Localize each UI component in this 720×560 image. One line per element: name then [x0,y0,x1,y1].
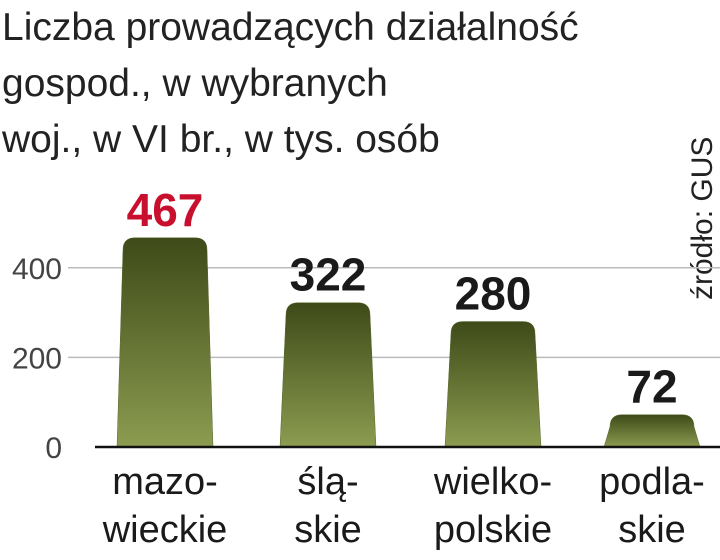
value-label: 467 [127,184,204,236]
value-label: 322 [290,249,367,301]
y-tick-label: 0 [45,432,62,465]
y-tick-label: 200 [12,342,62,375]
bar [603,414,701,448]
chart-title: woj., w VI br., w tys. osób [1,118,440,161]
bar [116,237,214,448]
bar [444,321,542,448]
x-tick-label: ślą- skie [294,461,362,551]
x-tick-label: wielko- polskie [433,461,553,551]
source: źródło: GUS [686,137,719,300]
y-tick-label: 400 [12,253,62,286]
chart-title: Liczba prowadzących działalność [2,6,579,49]
value-label: 72 [626,361,677,413]
value-label: 280 [455,268,532,320]
x-tick-label: podla- skie [599,461,705,551]
x-tick-label: mazo- wieckie [102,461,228,551]
chart-title: gospod., w wybranych [2,62,388,105]
bar [279,302,377,448]
